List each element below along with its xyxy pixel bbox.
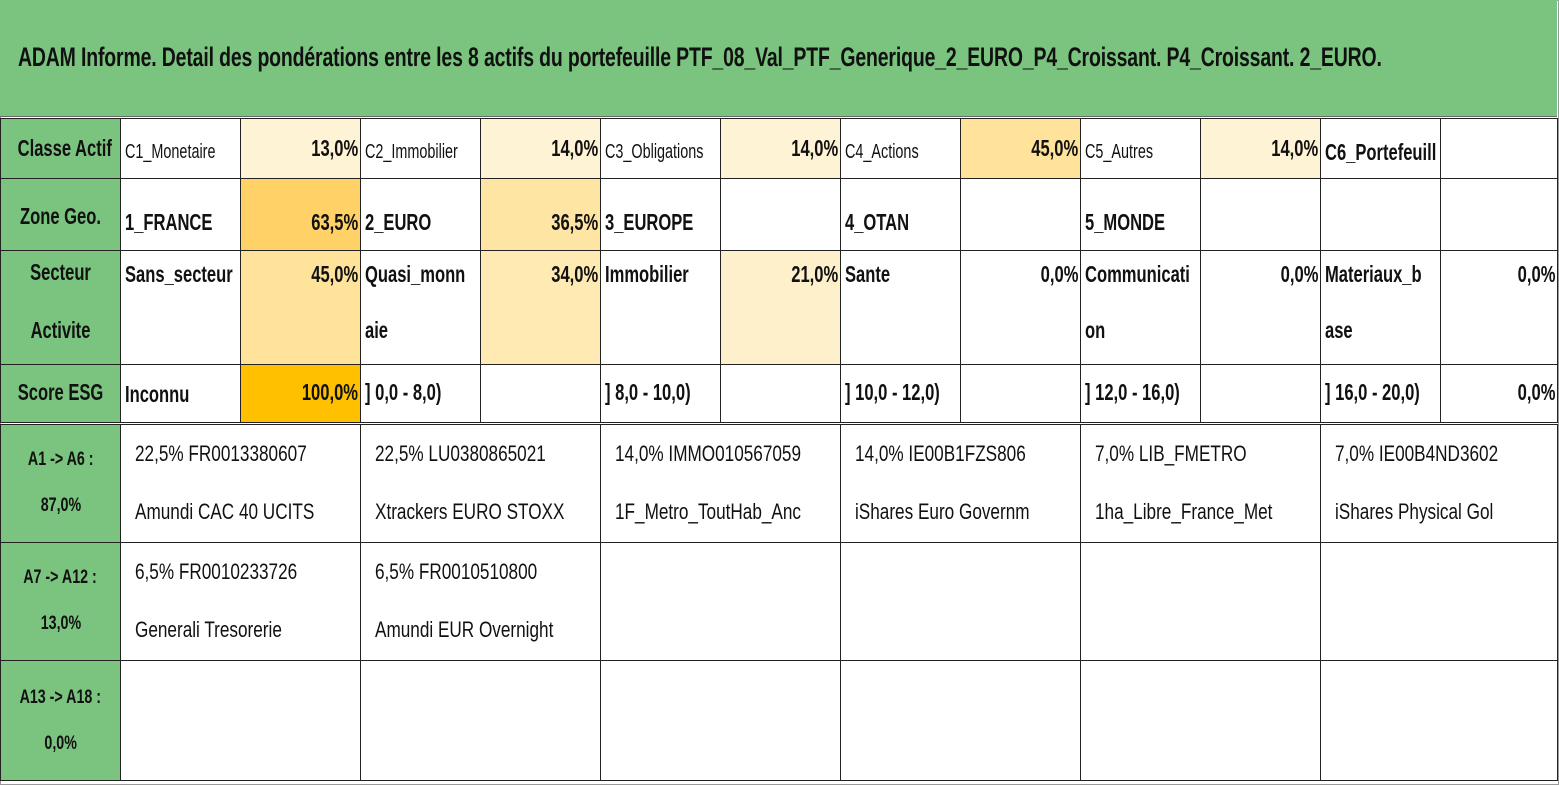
cell-value: 0,0%: [1440, 250, 1558, 365]
asset-cell: [1080, 542, 1321, 661]
asset-group-row: A13 -> A18 : 0,0%: [0, 660, 1558, 781]
cell-value: [960, 178, 1081, 251]
cell-label: C6_Portefeuill: [1320, 118, 1441, 179]
cell-label: C4_Actions: [840, 118, 961, 179]
cell-value: [960, 364, 1081, 423]
cell-label: C1_Monetaire: [120, 118, 241, 179]
asset-cell: [1080, 660, 1321, 781]
cell-label: ] 10,0 - 12,0): [840, 364, 961, 423]
asset-cell: [840, 542, 1081, 661]
cell-label: Quasi_monn aie: [360, 250, 481, 365]
asset-group-row: A1 -> A6 : 87,0% 22,5% FR0013380607 Amund…: [0, 424, 1558, 543]
asset-group-header: A7 -> A12 : 13,0%: [0, 542, 121, 661]
cell-label: [1320, 178, 1441, 251]
asset-cell: 22,5% FR0013380607 Amundi CAC 40 UCITS: [120, 424, 361, 543]
cell-value: 100,0%: [240, 364, 361, 423]
cell-value: 0,0%: [1440, 364, 1558, 423]
asset-group-header: A1 -> A6 : 87,0%: [0, 424, 121, 543]
asset-cell: [1320, 660, 1558, 781]
asset-group-header: A13 -> A18 : 0,0%: [0, 660, 121, 781]
asset-group-row: A7 -> A12 : 13,0% 6,5% FR0010233726 Gener…: [0, 542, 1558, 661]
cell-value: 34,0%: [480, 250, 601, 365]
cell-value: 0,0%: [960, 250, 1081, 365]
row-zone-geo: Zone Geo. 1_FRANCE 63,5% 2_EURO 36,5% 3_…: [0, 178, 1558, 251]
cell-label: ] 16,0 - 20,0): [1320, 364, 1441, 423]
asset-cell: [600, 660, 841, 781]
row-secteur-activite: Secteur Activite Sans_secteur 45,0% Quas…: [0, 250, 1558, 365]
assets-table: A1 -> A6 : 87,0% 22,5% FR0013380607 Amund…: [0, 424, 1558, 781]
cell-value: 21,0%: [720, 250, 841, 365]
cell-value: 14,0%: [1200, 118, 1321, 179]
cell-value: [1440, 118, 1558, 179]
cell-label: Sans_secteur: [120, 250, 241, 365]
asset-cell: 6,5% FR0010233726 Generali Tresorerie: [120, 542, 361, 661]
asset-cell: 14,0% IMMO010567059 1F_Metro_ToutHab_Anc: [600, 424, 841, 543]
cell-value: 36,5%: [480, 178, 601, 251]
row-classe-actif: Classe Actif C1_Monetaire 13,0% C2_Immob…: [0, 118, 1558, 179]
cell-value: 14,0%: [720, 118, 841, 179]
cell-label: 3_EUROPE: [600, 178, 721, 251]
row-score-esg: Score ESG Inconnu 100,0% ] 0,0 - 8,0) ] …: [0, 364, 1558, 423]
cell-value: [720, 364, 841, 423]
asset-cell: [840, 660, 1081, 781]
cell-label: Communicati on: [1080, 250, 1201, 365]
cell-label: 4_OTAN: [840, 178, 961, 251]
cell-label: ] 0,0 - 8,0): [360, 364, 481, 423]
report-title: ADAM Informe. Detail des pondérations en…: [18, 42, 1382, 72]
cell-value: 0,0%: [1200, 250, 1321, 365]
row-header: Zone Geo.: [0, 178, 121, 251]
asset-cell: 7,0% LIB_FMETRO 1ha_Libre_France_Met: [1080, 424, 1321, 543]
report-title-bar: ADAM Informe. Detail des pondérations en…: [0, 0, 1557, 117]
cell-label: Immobilier: [600, 250, 721, 365]
cell-value: 63,5%: [240, 178, 361, 251]
cell-value: [720, 178, 841, 251]
asset-cell: 6,5% FR0010510800 Amundi EUR Overnight: [360, 542, 601, 661]
asset-cell: [1320, 542, 1558, 661]
row-header: Classe Actif: [0, 118, 121, 179]
cell-label: C5_Autres: [1080, 118, 1201, 179]
row-header: Score ESG: [0, 364, 121, 423]
asset-cell: [360, 660, 601, 781]
asset-cell: 22,5% LU0380865021 Xtrackers EURO STOXX: [360, 424, 601, 543]
cell-value: [480, 364, 601, 423]
cell-value: 45,0%: [240, 250, 361, 365]
cell-label: 1_FRANCE: [120, 178, 241, 251]
row-header: Secteur Activite: [0, 250, 121, 365]
asset-cell: [120, 660, 361, 781]
cell-value: [1440, 178, 1558, 251]
cell-label: C2_Immobilier: [360, 118, 481, 179]
cell-label: C3_Obligations: [600, 118, 721, 179]
cell-label: 5_MONDE: [1080, 178, 1201, 251]
cell-label: ] 8,0 - 10,0): [600, 364, 721, 423]
cell-label: Inconnu: [120, 364, 241, 423]
allocation-table: Classe Actif C1_Monetaire 13,0% C2_Immob…: [0, 118, 1558, 423]
cell-value: [1200, 178, 1321, 251]
cell-label: Materiaux_b ase: [1320, 250, 1441, 365]
asset-cell: 7,0% IE00B4ND3602 iShares Physical Gol: [1320, 424, 1558, 543]
cell-label: Sante: [840, 250, 961, 365]
cell-label: 2_EURO: [360, 178, 481, 251]
cell-value: 45,0%: [960, 118, 1081, 179]
cell-label: ] 12,0 - 16,0): [1080, 364, 1201, 423]
cell-value: 13,0%: [240, 118, 361, 179]
asset-cell: 14,0% IE00B1FZS806 iShares Euro Governm: [840, 424, 1081, 543]
asset-cell: [600, 542, 841, 661]
cell-value: [1200, 364, 1321, 423]
cell-value: 14,0%: [480, 118, 601, 179]
